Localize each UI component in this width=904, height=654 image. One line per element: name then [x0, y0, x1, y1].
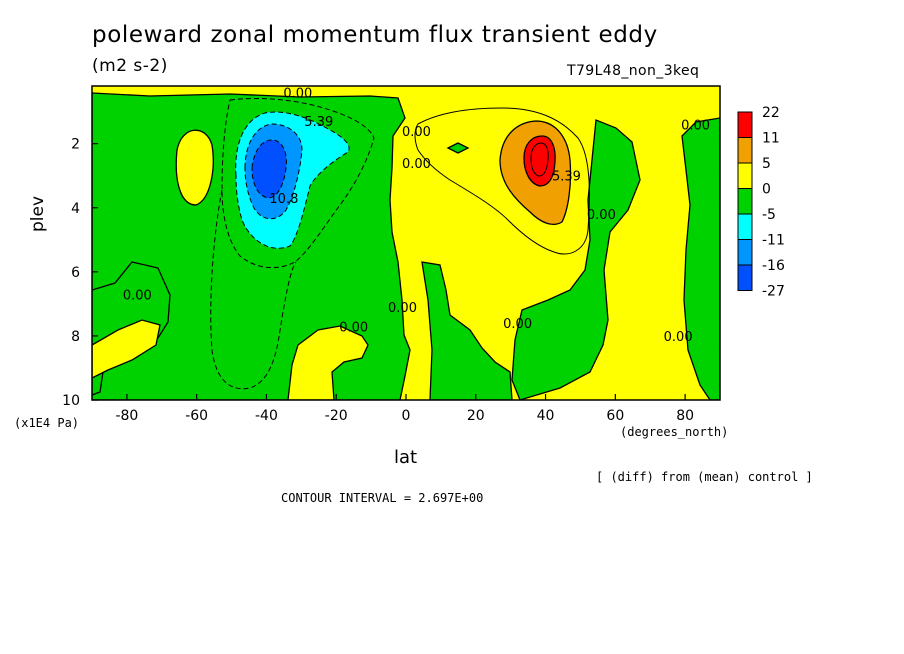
contour-label: 0.00: [388, 301, 417, 316]
fill-yellow-patch-2: [92, 319, 161, 379]
fill-yellow-patch-1: [175, 129, 214, 206]
colorbar-swatch: [737, 188, 753, 215]
colorbar-swatch: [737, 264, 753, 291]
x-tick-label: 60: [606, 408, 624, 424]
colorbar-swatch: [737, 213, 753, 240]
x-tick-label: 80: [676, 408, 694, 424]
colorbar: 22 11 5 0 -5 -11 -16 -27: [737, 105, 785, 300]
x-tick-label: 20: [467, 408, 485, 424]
y-tick-label: 2: [71, 137, 80, 153]
y-axis-label: plev: [28, 195, 48, 232]
colorbar-swatch: [737, 162, 753, 189]
contour-label: 5.39: [304, 115, 333, 130]
fill-darkblue-center: [251, 139, 287, 199]
fill-green-small-blob: [446, 142, 470, 154]
contour-label: 0.00: [402, 125, 431, 140]
contour-label: 0.00: [339, 320, 368, 335]
colorbar-label: -11: [762, 233, 785, 249]
y-tick-label: 8: [71, 329, 80, 345]
y-tick-label: 10: [62, 393, 80, 409]
chart-units: (m2 s-2): [92, 56, 168, 76]
colorbar-label: 22: [762, 105, 780, 121]
colorbar-swatch: [737, 239, 753, 266]
colorbar-label: -27: [762, 284, 785, 300]
filled-contours: [92, 86, 720, 400]
colorbar-label: -16: [762, 258, 785, 274]
contour-positive-line: [414, 107, 590, 255]
y-tick-label: 6: [71, 265, 80, 281]
colorbar-swatch: [737, 111, 753, 138]
x-axis-unit: (degrees_north): [620, 425, 729, 439]
fill-yellow-hole: [287, 325, 369, 400]
run-name: T79L48_non_3keq: [567, 63, 700, 79]
contour-label: 0.00: [587, 208, 616, 223]
colorbar-label: 11: [762, 131, 780, 147]
x-tick-label: -80: [115, 408, 138, 424]
x-tick-label: 40: [537, 408, 555, 424]
contour-label: 0.00: [123, 288, 152, 303]
x-axis: -80 -60 -40 -20 0 20 40 60 80: [115, 394, 694, 424]
x-tick-label: -40: [255, 408, 278, 424]
fill-green-north-band: [511, 119, 641, 400]
fill-green-equator-strip: [421, 261, 513, 400]
chart-title: poleward zonal momentum flux transient e…: [92, 22, 658, 48]
colorbar-label: -5: [762, 207, 776, 223]
y-axis-unit: (x1E4 Pa): [14, 416, 80, 430]
colorbar-label: 0: [762, 182, 771, 198]
contour-negative-lower: [210, 189, 297, 390]
contour-label: 0.00: [681, 118, 710, 133]
x-tick-label: 0: [402, 408, 411, 424]
colorbar-swatch: [737, 137, 753, 164]
x-axis-label: lat: [394, 447, 418, 468]
contour-label: 0.00: [283, 86, 312, 101]
colorbar-label: 5: [762, 156, 771, 172]
contour-label: 0.00: [503, 317, 532, 332]
contour-label: 5.39: [552, 170, 581, 185]
contour-red-inner: [530, 142, 549, 177]
contour-labels: 0.00 5.39 10.8 0.00 0.00 5.39 0.00 0.00 0.00 0.00…: [123, 86, 710, 345]
difference-note: [ (diff) from (mean) control ]: [596, 470, 813, 484]
contour-negative-dashed: [221, 97, 375, 269]
contour-label: 10.8: [269, 192, 298, 207]
x-tick-label: -20: [325, 408, 348, 424]
contour-label: 0.00: [664, 330, 693, 345]
x-tick-label: -60: [185, 408, 208, 424]
y-axis: 2 4 6 8 10: [62, 137, 98, 409]
fill-green-northeast: [681, 117, 720, 400]
y-tick-label: 4: [71, 201, 80, 217]
contour-label: 0.00: [402, 157, 431, 172]
contour-interval: CONTOUR INTERVAL = 2.697E+00: [281, 491, 484, 505]
